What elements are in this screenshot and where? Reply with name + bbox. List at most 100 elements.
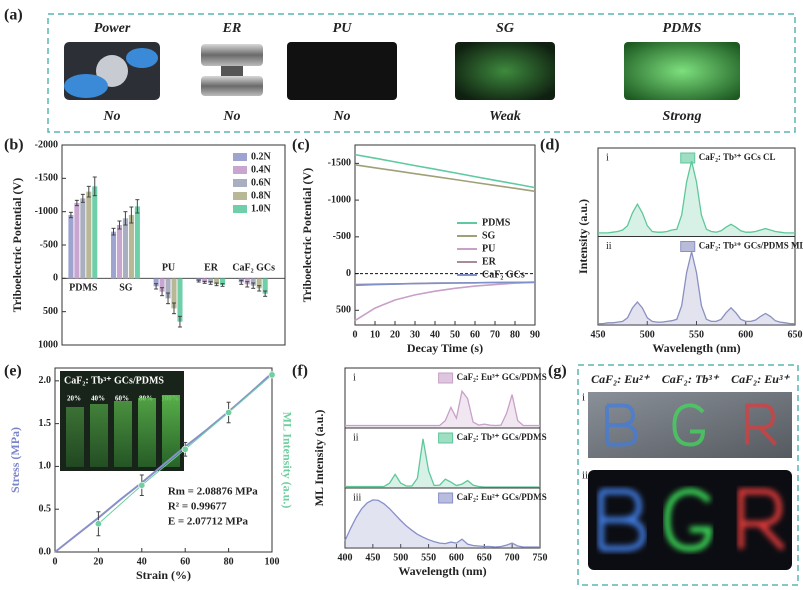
plot-frame <box>54 367 273 553</box>
y-tick-label: 500 <box>43 306 58 317</box>
photo <box>126 48 158 68</box>
bar <box>68 215 74 279</box>
panel-label: (c) <box>292 137 310 154</box>
error-bar <box>74 199 79 207</box>
error-bar <box>177 315 182 328</box>
point <box>268 371 276 379</box>
x-tick-label: 40 <box>430 329 440 340</box>
sample-name: PU <box>333 21 353 36</box>
line <box>354 281 536 322</box>
spectrum-line <box>345 389 540 427</box>
x-tick-label: 70 <box>490 329 500 340</box>
panel-label: (f) <box>292 363 308 380</box>
panel-label: (b) <box>4 137 24 154</box>
legend-swatch <box>233 166 247 174</box>
x-tick-label: 60 <box>180 556 190 567</box>
legend-label: 0.6N <box>251 177 272 188</box>
sample-result: Strong <box>663 109 702 124</box>
legend-swatch <box>680 152 696 164</box>
y-tick-label: 1000 <box>38 339 58 350</box>
x-tick-label: 750 <box>533 552 548 563</box>
bar <box>116 225 123 279</box>
column-label: CaF₂: Tb³⁺ <box>662 372 720 386</box>
x-tick-label: 40 <box>137 556 147 567</box>
error-bar <box>129 206 134 224</box>
subpanel-label: ii <box>606 241 612 252</box>
y-axis-label: Intensity (a.u.) <box>576 199 590 274</box>
plot-frame <box>354 144 536 326</box>
x-tick-label: 90 <box>530 329 540 340</box>
y-axis-label: ML Intensity (a.u.) <box>312 410 326 507</box>
bar <box>110 231 117 279</box>
category-label: ER <box>204 263 219 274</box>
y-tick-label: -1500 <box>35 173 58 184</box>
y-tick-label: -2000 <box>35 139 58 150</box>
annotation: E = 2.07712 MPa <box>168 516 249 528</box>
error-bar <box>135 199 140 214</box>
glow-letter <box>664 488 712 552</box>
y-tick-label: 1.0 <box>39 461 52 472</box>
inset-strip <box>90 404 108 467</box>
inset-label: 40% <box>91 395 105 403</box>
y-tick-label: 0.5 <box>39 504 52 515</box>
legend-label: SG <box>482 230 496 241</box>
legend-label: CaF₂: Tb³⁺ GCs/PDMS <box>457 432 547 442</box>
x-axis-label: Wavelength (nm) <box>652 341 740 355</box>
legend-label: CaF₂: Eu²⁺ GCs/PDMS <box>457 492 547 502</box>
x-tick-label: 0 <box>353 329 358 340</box>
row-label: i <box>582 392 585 404</box>
bar <box>92 186 98 279</box>
x-tick-label: 20 <box>390 329 400 340</box>
legend-label: ER <box>482 256 497 267</box>
x-tick-label: 600 <box>738 329 753 340</box>
spectrum-line <box>598 161 795 234</box>
legend-swatch <box>233 205 247 213</box>
legend-label: CaF₂: Eu³⁺ GCs/PDMS <box>457 372 547 382</box>
bar <box>208 278 214 283</box>
x-tick-label: 450 <box>365 552 380 563</box>
category-label: PDMS <box>69 283 98 294</box>
panel-a-frame <box>47 13 796 133</box>
sample-result: No <box>332 109 350 124</box>
y-tick-label: -1500 <box>328 158 351 169</box>
x-tick-label: 30 <box>410 329 420 340</box>
error-bar <box>86 185 91 198</box>
photo <box>201 76 263 96</box>
line <box>354 164 536 193</box>
legend-swatch <box>233 153 247 161</box>
legend-swatch <box>438 372 454 384</box>
bar <box>177 278 183 322</box>
annotation: R² = 0.99677 <box>168 501 227 513</box>
y-tick-label: -1000 <box>35 206 58 217</box>
glow-letter <box>598 488 646 552</box>
spectrum-area <box>598 161 795 237</box>
spectrum-area <box>598 251 795 325</box>
inset-label: 60% <box>115 395 129 403</box>
line <box>354 281 536 287</box>
error-bar <box>92 176 97 197</box>
y-tick-label: 1.5 <box>39 418 52 429</box>
bar <box>74 203 80 279</box>
error-bar <box>80 193 85 203</box>
error-bar <box>111 227 116 236</box>
bar <box>202 278 208 283</box>
x-tick-label: 650 <box>477 552 492 563</box>
inset-title: CaF₂: Tb³⁺ GCs/PDMS <box>64 375 164 386</box>
x-axis-label: Strain (%) <box>136 568 191 582</box>
subpanel-label: iii <box>353 492 362 503</box>
legend-label: PU <box>482 243 495 254</box>
y2-axis-label: ML Intensity (a.u.) <box>280 412 294 509</box>
error-bar <box>171 302 176 315</box>
error-bar <box>208 281 213 285</box>
x-axis-label: Decay Time (s) <box>407 341 483 355</box>
spectrum-line <box>598 251 795 325</box>
spectrum-area <box>345 391 540 428</box>
x-tick-label: 50 <box>450 329 460 340</box>
subpanel-label: ii <box>353 432 359 443</box>
sample-name: Power <box>94 21 131 36</box>
legend-label: 0.2N <box>251 151 272 162</box>
y-tick-label: -500 <box>40 239 58 250</box>
y-axis-label: Triboelectric Potential (V) <box>10 178 24 312</box>
x-tick-label: 500 <box>640 329 655 340</box>
